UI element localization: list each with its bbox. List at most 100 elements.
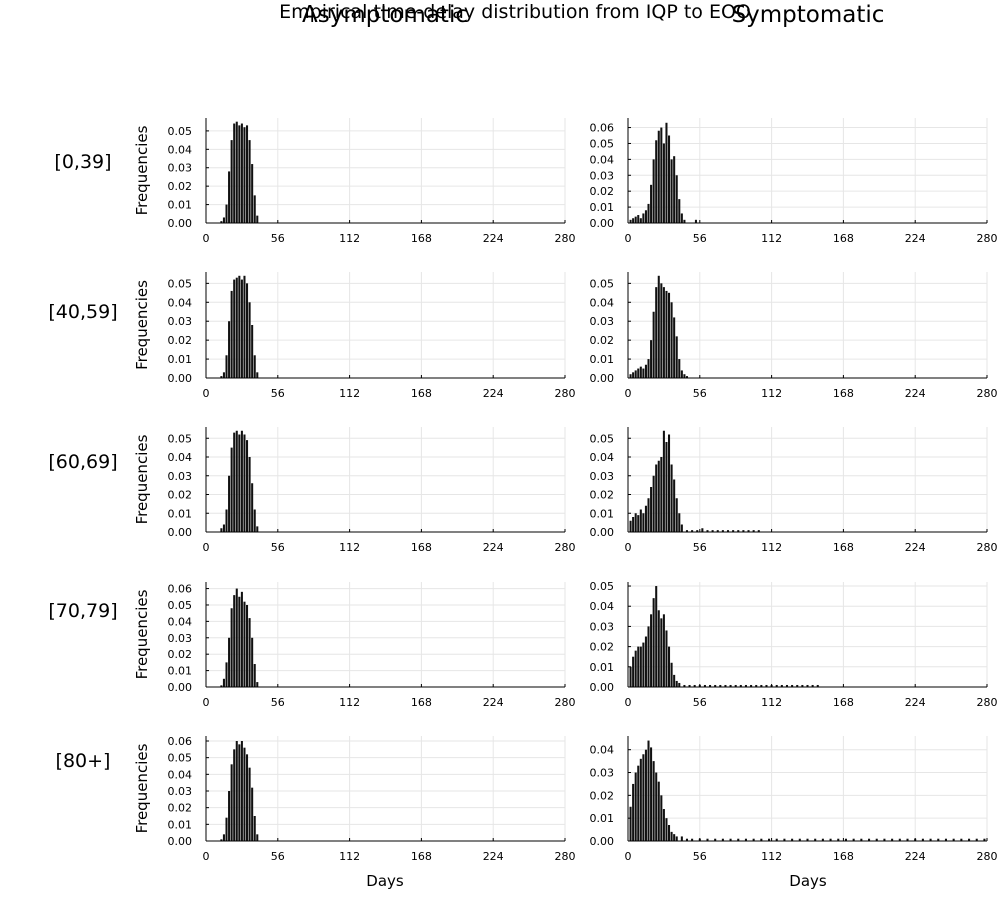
x-tick-label: 168	[833, 232, 854, 245]
histogram-bar	[673, 834, 676, 841]
histogram-bar	[650, 340, 653, 378]
histogram-bar	[675, 498, 678, 532]
x-tick-label: 168	[411, 696, 432, 709]
panel-40-59-symptomatic: 0 56 112 168 224 280 0.00 0.01 0.02 0.03 0.04 0.05	[590, 272, 998, 400]
histogram-bar	[251, 325, 254, 378]
x-tick-label: 280	[555, 387, 576, 400]
x-tick-label: 168	[411, 541, 432, 554]
histogram-bar	[228, 791, 231, 841]
histogram-bar	[852, 838, 855, 841]
y-tick-label: 0.02	[168, 648, 193, 661]
histogram-bar	[844, 838, 847, 841]
x-tick-label: 0	[203, 387, 210, 400]
y-tick-label: 0.04	[168, 768, 193, 781]
histogram-bar	[691, 838, 694, 841]
histogram-bar	[775, 838, 778, 841]
y-tick-label: 0.03	[590, 315, 615, 328]
histogram-bar	[662, 809, 665, 841]
histogram-bar	[639, 366, 642, 378]
histogram-bar	[685, 530, 689, 532]
histogram-bar	[225, 817, 228, 841]
y-tick-label: 0.00	[590, 372, 615, 385]
y-tick-label: 0.00	[168, 372, 193, 385]
histogram-bar	[248, 302, 251, 378]
histogram-bar	[675, 680, 678, 687]
histogram-bar	[691, 530, 694, 532]
histogram-bar	[775, 684, 778, 687]
row-label-80-plus: [80+]	[56, 750, 111, 772]
panel-70-79-symptomatic: 0 56 112 168 224 280 0.00 0.01 0.02 0.03 0.04 0.05	[590, 580, 998, 709]
histogram-bar	[783, 838, 786, 841]
x-tick-label: 112	[761, 696, 782, 709]
x-tick-label: 280	[555, 232, 576, 245]
y-tick-label: 0.00	[168, 681, 193, 694]
histogram-bar	[230, 764, 233, 841]
histogram-bar	[678, 513, 681, 532]
histogram-bar	[251, 637, 254, 687]
figure-suptitle: Empirical time-delay distribution from I…	[279, 1, 751, 23]
y-tick-label: 0.03	[168, 162, 193, 175]
panel-60-69-asymptomatic: 0 56 112 168 224 280 0.00 0.01 0.02 0.03 0.04 0.05 F…	[133, 427, 576, 554]
histogram-bar	[829, 838, 832, 841]
histogram-bar	[243, 275, 246, 378]
histogram-bar	[634, 650, 637, 687]
histogram-bar	[233, 123, 236, 223]
histogram-bar	[811, 684, 814, 687]
histogram-bar	[670, 464, 673, 532]
histogram-bar	[791, 684, 794, 687]
histogram-bar	[678, 199, 681, 223]
histogram-bar	[665, 630, 668, 687]
x-tick-label: 0	[203, 232, 210, 245]
histogram-bar	[662, 287, 665, 378]
histogram-bar	[742, 530, 745, 532]
histogram-bar	[662, 430, 665, 532]
x-tick-label: 280	[977, 850, 998, 863]
histogram-bar	[837, 838, 840, 841]
histogram-bar	[650, 614, 653, 687]
histogram-bar	[765, 684, 768, 687]
x-tick-label: 56	[271, 696, 285, 709]
histogram-bar	[637, 368, 640, 378]
histogram-bar	[225, 355, 228, 378]
y-tick-label: 0.06	[168, 583, 193, 596]
histogram-bar	[668, 646, 671, 687]
histogram-bar	[883, 838, 886, 841]
x-tick-label: 280	[555, 541, 576, 554]
y-tick-label: 0.02	[590, 489, 615, 502]
x-axis-label-asymptomatic: Days	[366, 872, 404, 890]
histogram-bar	[688, 684, 691, 687]
x-tick-label: 56	[271, 850, 285, 863]
histogram-bar	[683, 374, 686, 378]
x-tick-label: 168	[411, 387, 432, 400]
y-tick-label: 0.00	[590, 217, 615, 230]
x-tick-label: 0	[625, 541, 632, 554]
y-tick-label: 0.00	[590, 835, 615, 848]
y-tick-label: 0.01	[590, 201, 615, 214]
histogram-bar	[228, 171, 231, 223]
x-tick-label: 280	[977, 387, 998, 400]
x-tick-label: 0	[625, 850, 632, 863]
histogram-bar	[251, 483, 254, 532]
y-tick-label: 0.01	[168, 665, 193, 678]
y-tick-label: 0.04	[168, 143, 193, 156]
y-tick-label: 0.02	[590, 641, 615, 654]
histogram-bar	[709, 684, 712, 687]
histogram-bar	[798, 838, 801, 841]
histogram-bar	[632, 517, 635, 532]
histogram-bar	[230, 608, 233, 687]
y-tick-label: 0.02	[168, 489, 193, 502]
x-tick-label: 112	[761, 541, 782, 554]
histogram-bar	[637, 646, 640, 687]
histogram-bar	[652, 159, 655, 223]
histogram-bar	[650, 184, 653, 223]
y-tick-label: 0.04	[168, 451, 193, 464]
y-tick-label: 0.02	[168, 334, 193, 347]
histogram-bar	[222, 217, 225, 223]
histogram-bar	[246, 754, 249, 841]
histogram-bar	[642, 642, 645, 687]
histogram-bar	[246, 604, 249, 687]
y-tick-label: 0.01	[168, 353, 193, 366]
histogram-bar	[732, 530, 735, 532]
x-tick-label: 224	[905, 387, 926, 400]
histogram-bar	[660, 795, 663, 841]
